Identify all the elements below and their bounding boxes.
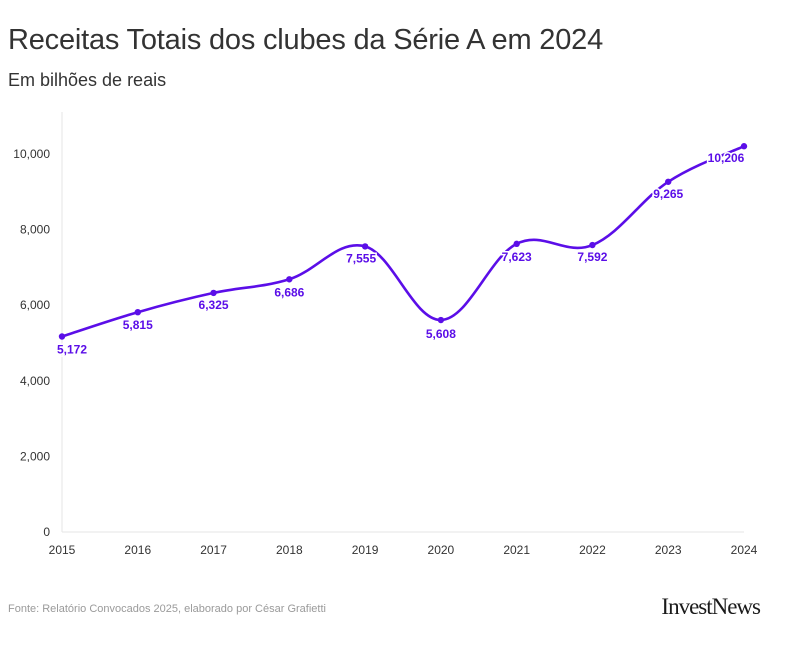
data-point [513,240,520,248]
x-tick-label: 2016 [124,543,151,557]
y-tick-label: 10,000 [13,147,50,161]
data-label: 6,325 [199,298,229,312]
y-tick-label: 4,000 [20,374,50,388]
data-point [210,289,217,297]
data-label: 9,265 [653,187,683,201]
x-tick-label: 2015 [49,543,76,557]
data-point [58,333,66,340]
data-point [437,316,445,324]
chart-title: Receitas Totais dos clubes da Série A em… [8,24,604,56]
data-point [286,276,293,283]
x-tick-label: 2024 [731,543,758,557]
data-label: 5,172 [57,342,87,356]
data-point [589,241,596,249]
x-tick-label: 2018 [276,543,303,557]
data-point [740,143,748,150]
y-tick-label: 2,000 [20,449,50,463]
y-tick-label: 8,000 [20,223,50,237]
data-label: 5,608 [426,327,456,341]
investnews-logo: InvestNews [661,594,761,619]
x-tick-label: 2022 [579,543,606,557]
data-point [361,243,369,250]
x-tick-label: 2021 [503,543,530,557]
x-tick-label: 2017 [200,543,227,557]
data-label: 5,815 [123,318,153,332]
source-note: Fonte: Relatório Convocados 2025, elabor… [8,603,326,615]
series-line [61,145,745,338]
y-tick-label: 6,000 [20,298,50,312]
data-label: 10,206 [708,151,745,165]
data-point [665,178,672,185]
data-label: 7,623 [502,250,532,264]
data-point [134,308,141,316]
x-tick-label: 2023 [655,543,682,557]
data-label: 7,555 [346,251,376,265]
chart-subtitle: Em bilhões de reais [8,70,167,90]
x-tick-label: 2019 [352,543,379,557]
x-tick-label: 2020 [428,543,455,557]
y-tick-label: 0 [43,525,50,539]
data-label: 7,592 [577,250,607,264]
data-label: 6,686 [274,285,304,299]
